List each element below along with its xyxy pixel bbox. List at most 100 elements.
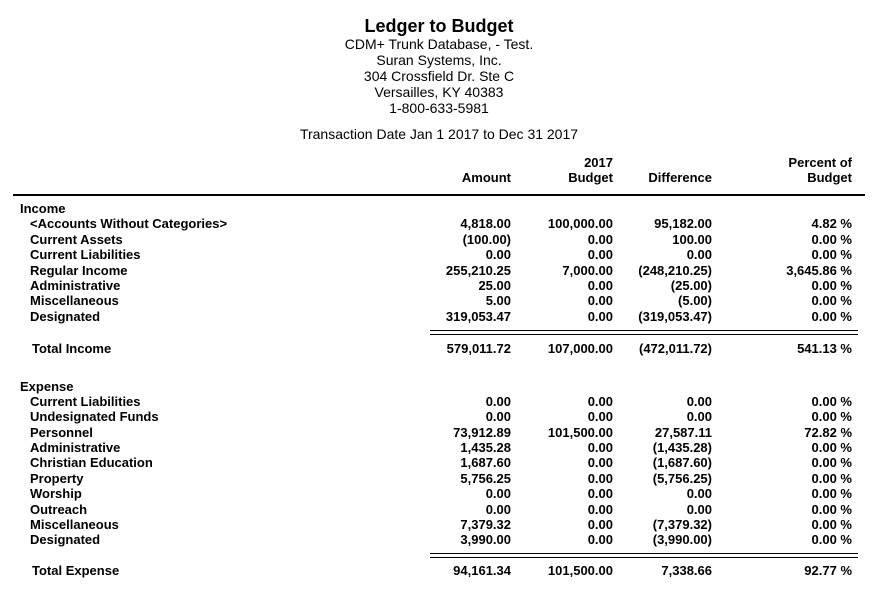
percent-cell: 0.00 % [811,486,852,502]
total-row-expense: Total Expense 94,161.34 101,500.00 7,338… [13,563,865,578]
difference-cell: 0.00 [686,247,712,263]
table-row: Current Liabilities 0.00 0.00 0.00 0.00 … [13,247,865,262]
budget-cell: 0.00 [587,293,613,309]
report-header: Ledger to Budget CDM+ Trunk Database, - … [13,16,865,142]
difference-cell: (5.00) [678,293,712,309]
amount-cell: 1,687.60 [460,455,511,471]
percent-cell: 92.77 % [804,562,852,578]
percent-cell: 72.82 % [804,424,852,440]
percent-cell: 3,645.86 % [786,262,852,278]
percent-cell: 541.13 % [797,341,852,357]
report-page: Ledger to Budget CDM+ Trunk Database, - … [13,16,865,578]
table-row: Designated 3,990.00 0.00 (3,990.00) 0.00… [13,532,865,547]
report-subtitle-city: Versailles, KY 40383 [374,84,504,100]
difference-cell: (319,053.47) [638,308,712,324]
percent-cell: 0.00 % [811,532,852,548]
row-label: Undesignated Funds [30,409,159,425]
row-label: Property [30,470,84,486]
budget-cell: 0.00 [587,231,613,247]
difference-cell: 95,182.00 [654,216,712,232]
budget-cell: 0.00 [587,486,613,502]
total-label: Total Income [32,341,112,357]
table-row: <Accounts Without Categories> 4,818.00 1… [13,216,865,231]
budget-cell: 0.00 [587,247,613,263]
table-row: Worship 0.00 0.00 0.00 0.00 % [13,486,865,501]
column-header-budget: 2017 Budget [511,155,613,185]
row-label: Worship [30,486,82,502]
percent-cell: 0.00 % [811,470,852,486]
column-header-percent: Percent of Budget [712,155,865,185]
difference-cell: (5,756.25) [652,470,712,486]
difference-cell: 100.00 [672,231,712,247]
amount-cell: 0.00 [485,409,511,425]
row-label: Miscellaneous [30,517,119,533]
section-row-income: Income [13,201,865,217]
amount-cell: 255,210.25 [445,262,511,278]
difference-cell: (1,687.60) [652,455,712,471]
table-row: Administrative 1,435.28 0.00 (1,435.28) … [13,440,865,455]
row-label: Personnel [30,424,93,440]
table-row: Personnel 73,912.89 101,500.00 27,587.11… [13,425,865,440]
row-label: Christian Education [30,455,153,471]
amount-cell: 1,435.28 [460,440,511,456]
budget-cell: 0.00 [587,470,613,486]
section-header-cell: Income [13,201,865,217]
difference-cell: 0.00 [686,501,712,517]
amount-cell: 5.00 [485,293,511,309]
row-label: Current Liabilities [30,247,141,263]
amount-cell: 73,912.89 [453,424,511,440]
row-label: Outreach [30,501,88,517]
amount-cell: 579,011.72 [446,341,511,357]
budget-cell: 0.00 [587,501,613,517]
percent-cell: 0.00 % [811,517,852,533]
budget-cell: 0.00 [587,277,613,293]
section-header-expense: Expense [20,378,74,394]
difference-cell: 7,338.66 [661,562,712,578]
difference-cell: (472,011.72) [638,341,712,357]
percent-cell: 4.82 % [811,216,852,232]
report-subtitle-address: 304 Crossfield Dr. Ste C [363,68,515,84]
amount-cell: 0.00 [485,393,511,409]
section-header-income: Income [20,201,66,217]
difference-cell: 27,587.11 [654,424,712,440]
report-subtitle-database: CDM+ Trunk Database, - Test. [344,36,534,52]
table-row: Undesignated Funds 0.00 0.00 0.00 0.00 % [13,409,865,424]
column-header-budget-year: 2017 [584,155,613,170]
row-label: Designated [30,308,101,324]
amount-cell: 7,379.32 [460,517,511,533]
percent-cell: 0.00 % [811,409,852,425]
budget-cell: 100,000.00 [547,216,613,232]
difference-cell: (3,990.00) [652,532,712,548]
amount-cell: 0.00 [485,247,511,263]
row-label: Designated [30,532,101,548]
row-label: Administrative [30,440,121,456]
total-separator-line [430,330,858,336]
row-label: Miscellaneous [30,293,119,309]
row-label: Current Assets [30,231,123,247]
header-rule [13,194,865,196]
budget-cell: 0.00 [587,308,613,324]
difference-cell: (7,379.32) [652,517,712,533]
difference-cell: (1,435.28) [652,440,712,456]
difference-cell: (25.00) [670,277,712,293]
table-row: Regular Income 255,210.25 7,000.00 (248,… [13,263,865,278]
column-header-budget-label: Budget [568,170,613,185]
amount-cell: 5,756.25 [460,470,511,486]
amount-cell: 3,990.00 [460,532,511,548]
table-row: Christian Education 1,687.60 0.00 (1,687… [13,455,865,470]
row-label: <Accounts Without Categories> [30,216,228,232]
amount-cell: 319,053.47 [445,308,511,324]
transaction-date-range: Transaction Date Jan 1 2017 to Dec 31 20… [299,126,579,142]
amount-cell: 0.00 [485,501,511,517]
budget-cell: 0.00 [587,455,613,471]
table-column-headers: Amount 2017 Budget Difference Percent of… [13,155,865,185]
difference-cell: (248,210.25) [638,262,712,278]
report-subtitle-company: Suran Systems, Inc. [376,52,502,68]
difference-cell: 0.00 [686,393,712,409]
difference-cell: 0.00 [686,486,712,502]
table-row: Miscellaneous 7,379.32 0.00 (7,379.32) 0… [13,517,865,532]
column-header-difference: Difference [648,170,712,185]
percent-cell: 0.00 % [811,440,852,456]
percent-cell: 0.00 % [811,231,852,247]
budget-cell: 101,500.00 [547,562,613,578]
